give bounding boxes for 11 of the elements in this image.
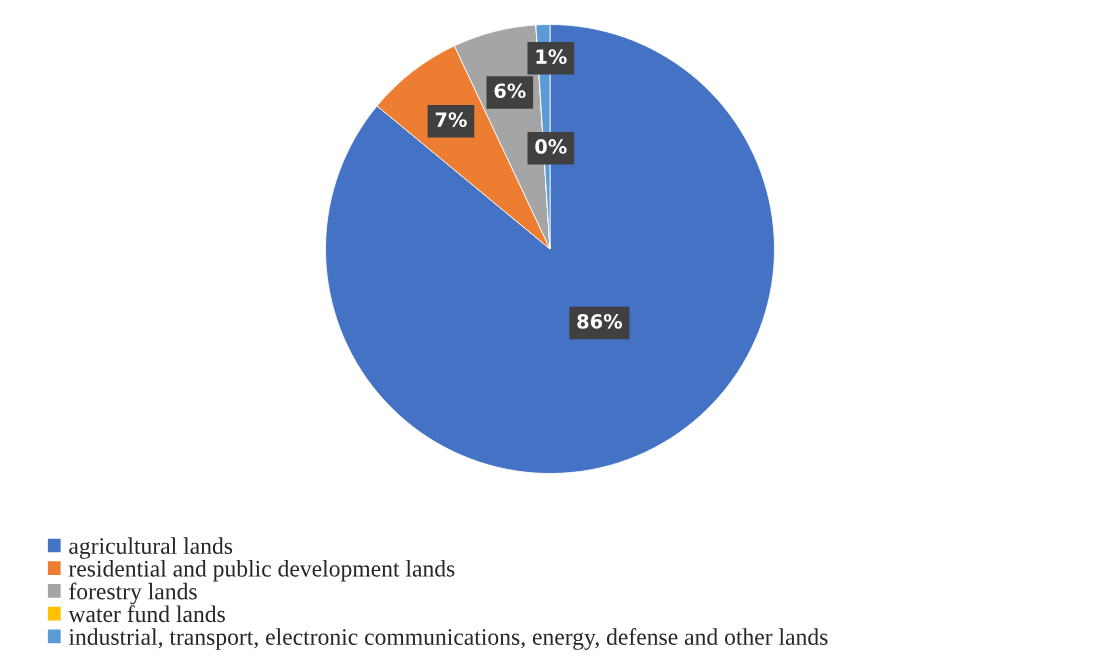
data-label: 1% [536,49,567,64]
data-label: 7% [435,112,467,127]
legend-label: agricultural lands [69,537,233,559]
text: 0% [535,139,567,154]
pie-slice [325,24,775,474]
legend-label: water fund lands [68,605,225,623]
data-label: 86% [577,314,623,329]
legend-label: forestry lands [69,582,197,605]
legend-label: industrial, transport, electronic communications, energy, defense and other lands [68,628,828,650]
data-label: 6% [494,83,526,99]
legend-label: residential and public development lands [68,560,455,582]
